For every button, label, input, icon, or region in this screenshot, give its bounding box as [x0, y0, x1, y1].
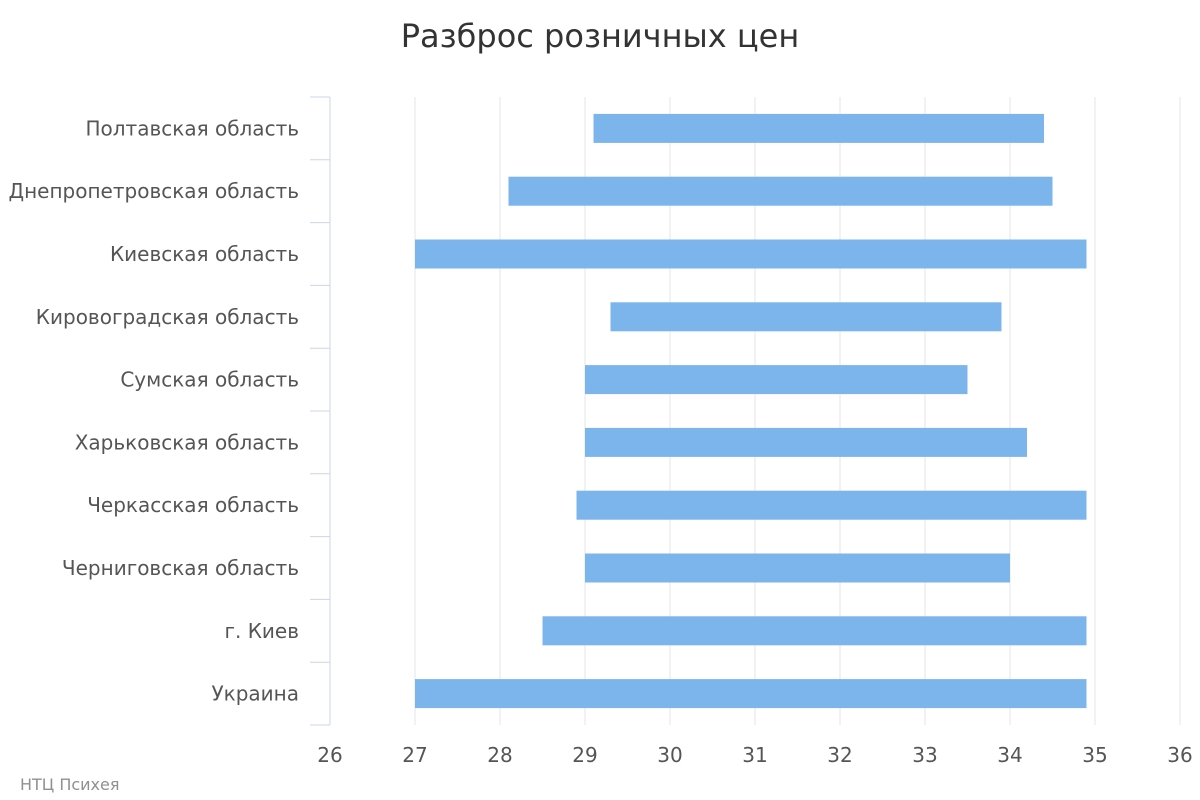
chart-title: Разброс розничных цен	[401, 17, 800, 55]
bar[interactable]	[593, 113, 1045, 143]
category-label: г. Киев	[224, 619, 299, 643]
x-tick-label: 33	[912, 743, 937, 767]
category-label: Украина	[211, 682, 299, 706]
bar[interactable]	[610, 302, 1002, 332]
bar[interactable]	[415, 239, 1087, 269]
bar[interactable]	[585, 427, 1027, 457]
category-labels: Полтавская область Днепропетровская облас…	[8, 116, 299, 705]
category-label: Сумская область	[120, 368, 299, 392]
category-label: Черкасская область	[87, 493, 299, 517]
x-tick-label: 26	[317, 743, 342, 767]
axes	[310, 96, 331, 726]
x-tick-label: 31	[742, 743, 767, 767]
bar[interactable]	[576, 490, 1087, 520]
category-label: Киевская область	[110, 242, 299, 266]
bar[interactable]	[415, 679, 1087, 709]
x-tick-label: 28	[487, 743, 512, 767]
category-label: Днепропетровская область	[8, 179, 299, 203]
chart-credit: НТЦ Психея	[20, 775, 119, 794]
x-tick-label: 32	[827, 743, 852, 767]
category-label: Полтавская область	[85, 116, 299, 140]
bar[interactable]	[585, 553, 1010, 583]
x-tick-labels: 26 27 28 29 30 31 32 33 34 35 36	[317, 743, 1192, 767]
x-tick-label: 34	[997, 743, 1022, 767]
x-tick-label: 30	[657, 743, 682, 767]
x-tick-label: 27	[402, 743, 427, 767]
x-tick-label: 36	[1167, 743, 1192, 767]
bar[interactable]	[585, 365, 968, 395]
category-label: Черниговская область	[62, 556, 299, 580]
x-tick-label: 35	[1082, 743, 1107, 767]
bars	[415, 113, 1087, 709]
x-tick-label: 29	[572, 743, 597, 767]
category-label: Харьковская область	[75, 430, 299, 454]
bar[interactable]	[508, 176, 1053, 206]
bar[interactable]	[542, 616, 1087, 646]
category-label: Кировоградская область	[36, 305, 299, 329]
